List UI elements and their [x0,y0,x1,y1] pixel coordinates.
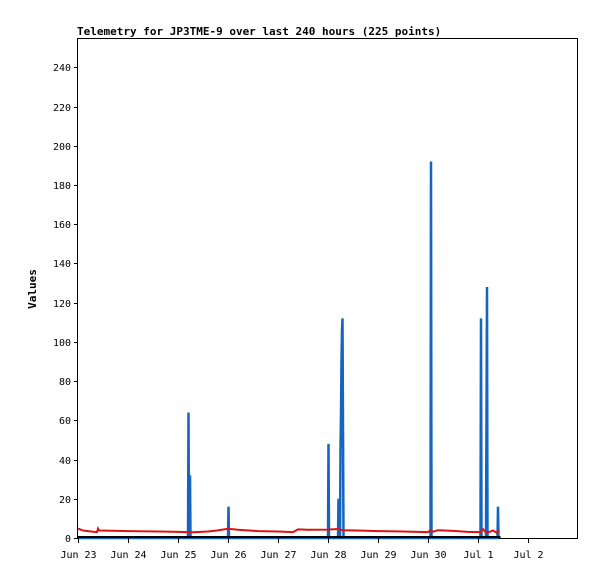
x-tick-label: Jun 27 [260,550,296,561]
x-tick-label: Jun 28 [310,550,346,561]
y-tick-label: 200 [53,142,71,153]
x-tick-label: Jun 26 [210,550,246,561]
y-tick-label: 220 [53,103,71,114]
series-layer [77,161,501,540]
y-tick-label: 20 [59,495,71,506]
y-tick-label: 0 [65,534,71,545]
y-tick-label: 100 [53,338,71,349]
x-tick-label: Jun 24 [110,550,146,561]
y-tick-label: 60 [59,416,71,427]
y-tick-label: 240 [53,63,71,74]
x-tick-label: Jul 2 [513,550,543,561]
y-tick-label: 140 [53,259,71,270]
x-tick-label: Jun 23 [60,550,96,561]
y-tick-label: 80 [59,377,71,388]
x-tick-label: Jun 25 [160,550,196,561]
x-tick-label: Jun 30 [410,550,446,561]
x-tick-label: Jul 1 [463,550,493,561]
x-axis: Jun 23 Jun 24 Jun 25 Jun 26 Jun 27 Jun 28 Jun … [60,538,544,561]
y-axis-label: Values [26,269,39,309]
y-tick-label: 180 [53,181,71,192]
y-tick-label: 120 [53,299,71,310]
y-tick-label: 160 [53,220,71,231]
y-axis: 0 20 40 60 80 100 120 140 160 180 200 220 240 [53,63,78,545]
series-line-2 [77,525,500,535]
x-tick-label: Jun 29 [360,550,396,561]
y-tick-label: 40 [59,456,71,467]
chart-title: Telemetry for JP3TME-9 over last 240 hou… [77,25,441,38]
